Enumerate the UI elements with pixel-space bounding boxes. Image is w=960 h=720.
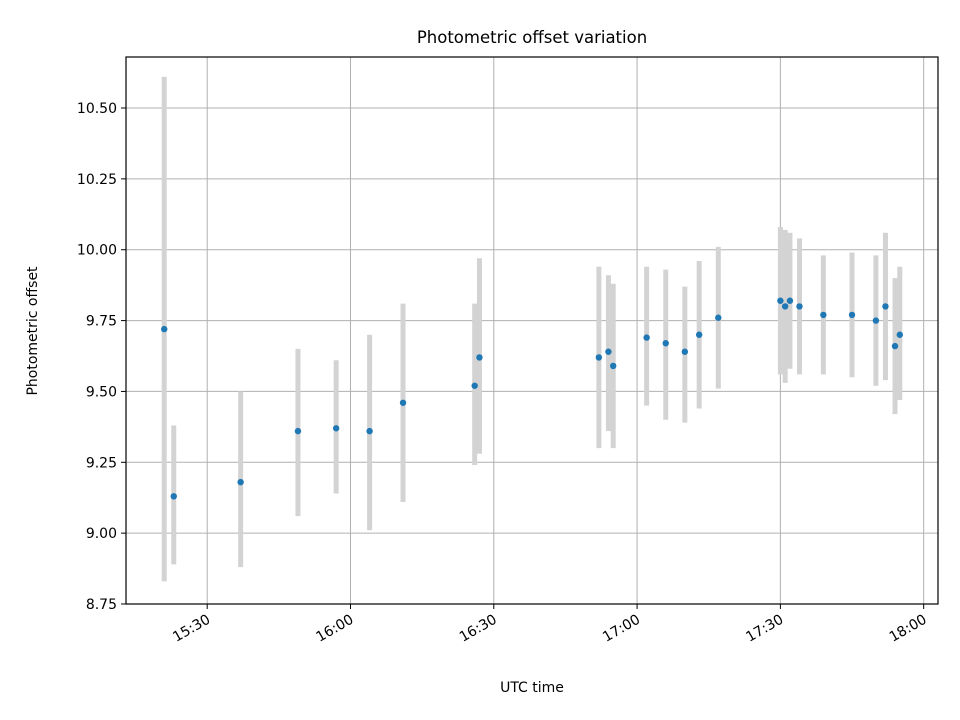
- data-point: [662, 340, 669, 347]
- y-tick-label: 9.00: [86, 526, 117, 542]
- data-point: [715, 314, 722, 321]
- data-point: [781, 303, 789, 310]
- data-point: [610, 362, 617, 370]
- y-axis-label: Photometric offset: [25, 266, 41, 396]
- data-point: [848, 311, 856, 319]
- data-point: [891, 342, 899, 350]
- chart-title: Photometric offset variation: [417, 28, 647, 47]
- data-point: [237, 478, 244, 486]
- data-point: [695, 331, 703, 338]
- y-tick-label: 10.50: [77, 101, 117, 117]
- y-tick-label: 9.75: [86, 314, 117, 330]
- data-point: [872, 317, 880, 324]
- data-point: [476, 354, 483, 361]
- data-point: [332, 425, 340, 432]
- data-point: [161, 325, 168, 333]
- y-tick-label: 10.25: [77, 172, 117, 188]
- data-point: [796, 303, 803, 310]
- data-point: [595, 354, 603, 361]
- data-point: [170, 493, 177, 500]
- data-point: [399, 399, 407, 406]
- data-point: [681, 348, 689, 355]
- data-point: [820, 311, 827, 319]
- x-axis-label: UTC time: [500, 680, 564, 696]
- data-point: [777, 297, 784, 304]
- grid-layer: [126, 57, 938, 605]
- data-point: [294, 427, 302, 435]
- y-tick-label: 10.00: [77, 243, 117, 259]
- data-point: [896, 331, 903, 338]
- data-point: [643, 334, 650, 341]
- data-point: [786, 297, 794, 304]
- y-tick-label: 9.25: [86, 455, 117, 471]
- data-point: [366, 427, 373, 435]
- data-point: [605, 348, 612, 355]
- data-point: [471, 382, 478, 389]
- y-tick-label: 8.75: [86, 597, 117, 613]
- data-point: [882, 303, 889, 310]
- point-layer: [161, 297, 903, 500]
- plot-frame: [125, 56, 939, 605]
- y-tick-label: 9.50: [86, 384, 117, 400]
